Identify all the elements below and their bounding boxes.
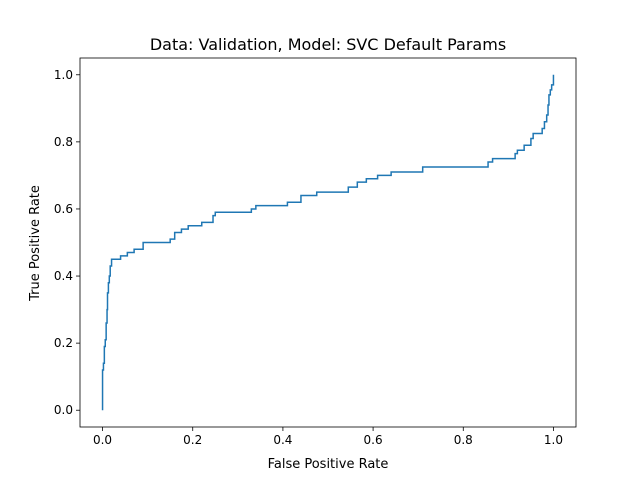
y-tick-label: 0.0 bbox=[54, 403, 73, 417]
y-tick-label: 0.6 bbox=[54, 202, 73, 216]
x-tick-label: 0.0 bbox=[93, 433, 112, 447]
plot-frame bbox=[79, 57, 577, 428]
x-tick-label: 0.4 bbox=[273, 433, 292, 447]
x-axis-label: False Positive Rate bbox=[268, 457, 389, 472]
x-tick-label: 0.8 bbox=[454, 433, 473, 447]
y-axis-label: True Positive Rate bbox=[28, 185, 43, 302]
roc-curve-line bbox=[101, 74, 555, 411]
chart-title: Data: Validation, Model: SVC Default Par… bbox=[150, 35, 506, 54]
y-tick-label: 0.8 bbox=[54, 135, 73, 149]
y-tick-label: 0.4 bbox=[54, 269, 73, 283]
y-tick-label: 0.2 bbox=[54, 336, 73, 350]
x-tick-label: 0.6 bbox=[364, 433, 383, 447]
x-tick-label: 0.2 bbox=[183, 433, 202, 447]
plot-area: 0.0 0.2 0.4 0.6 0.8 1.0 0.0 0.2 0.4 0.6 0.8 1.0 bbox=[54, 57, 577, 447]
y-tick-label: 1.0 bbox=[54, 68, 73, 82]
x-tick-label: 1.0 bbox=[544, 433, 563, 447]
